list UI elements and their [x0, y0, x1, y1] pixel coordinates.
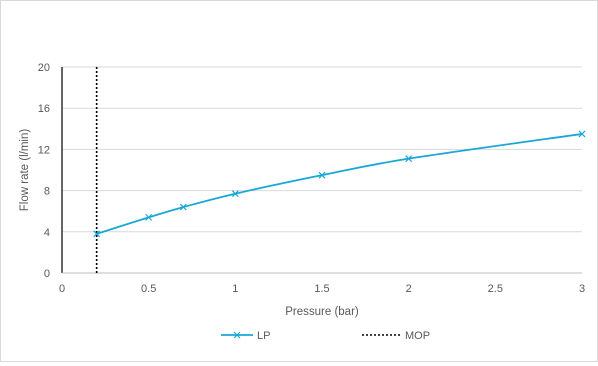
- x-tick-label: 1.5: [314, 283, 329, 295]
- marker-stroke: [233, 331, 241, 339]
- series-line-lp: [96, 133, 583, 235]
- legend-label-mop: MOP: [405, 330, 430, 342]
- marker-stroke: [145, 213, 153, 221]
- marker-stroke: [93, 230, 101, 238]
- legend-item-lp: LP: [221, 330, 270, 342]
- x-tick-label: 3: [579, 283, 585, 295]
- series-layer: [93, 67, 586, 273]
- x-tick-label: 0: [59, 283, 65, 295]
- data-point-lp: [179, 203, 187, 211]
- marker-stroke: [179, 203, 187, 211]
- data-point-lp: [405, 155, 413, 163]
- y-tick-label: 0: [44, 268, 50, 280]
- legend-label-lp: LP: [257, 330, 270, 342]
- legend-item-mop: MOP: [362, 330, 430, 342]
- marker-stroke: [231, 190, 239, 198]
- y-tick-label: 16: [38, 103, 50, 115]
- x-tick-label: 2.5: [488, 283, 503, 295]
- y-tick-label: 12: [38, 144, 50, 156]
- gridlines: [62, 66, 582, 233]
- marker-stroke: [578, 130, 586, 138]
- legend-marker-stroke: [233, 331, 241, 339]
- y-axis-title: Flow rate (l/min): [19, 129, 31, 212]
- data-point-lp: [145, 213, 153, 221]
- data-point-lp: [318, 171, 326, 179]
- legend: LP MOP: [221, 330, 430, 342]
- data-point-lp: [93, 230, 101, 238]
- y-tick-label: 8: [44, 186, 50, 198]
- x-tick-label: 0.5: [141, 283, 156, 295]
- y-tick-label: 4: [44, 227, 50, 239]
- tick-labels: 0 4 8 12 16 20 0 0.5 1 1.5 2 2.5 3: [38, 62, 585, 295]
- data-point-lp: [578, 130, 586, 138]
- x-axis-title: Pressure (bar): [285, 306, 359, 318]
- data-point-lp: [231, 190, 239, 198]
- marker-stroke: [405, 155, 413, 163]
- axes: [61, 67, 582, 274]
- marker-stroke: [318, 171, 326, 179]
- x-tick-label: 1: [232, 283, 238, 295]
- y-tick-label: 20: [38, 62, 50, 74]
- x-tick-label: 2: [406, 283, 412, 295]
- legend-marker-lp: [233, 331, 241, 339]
